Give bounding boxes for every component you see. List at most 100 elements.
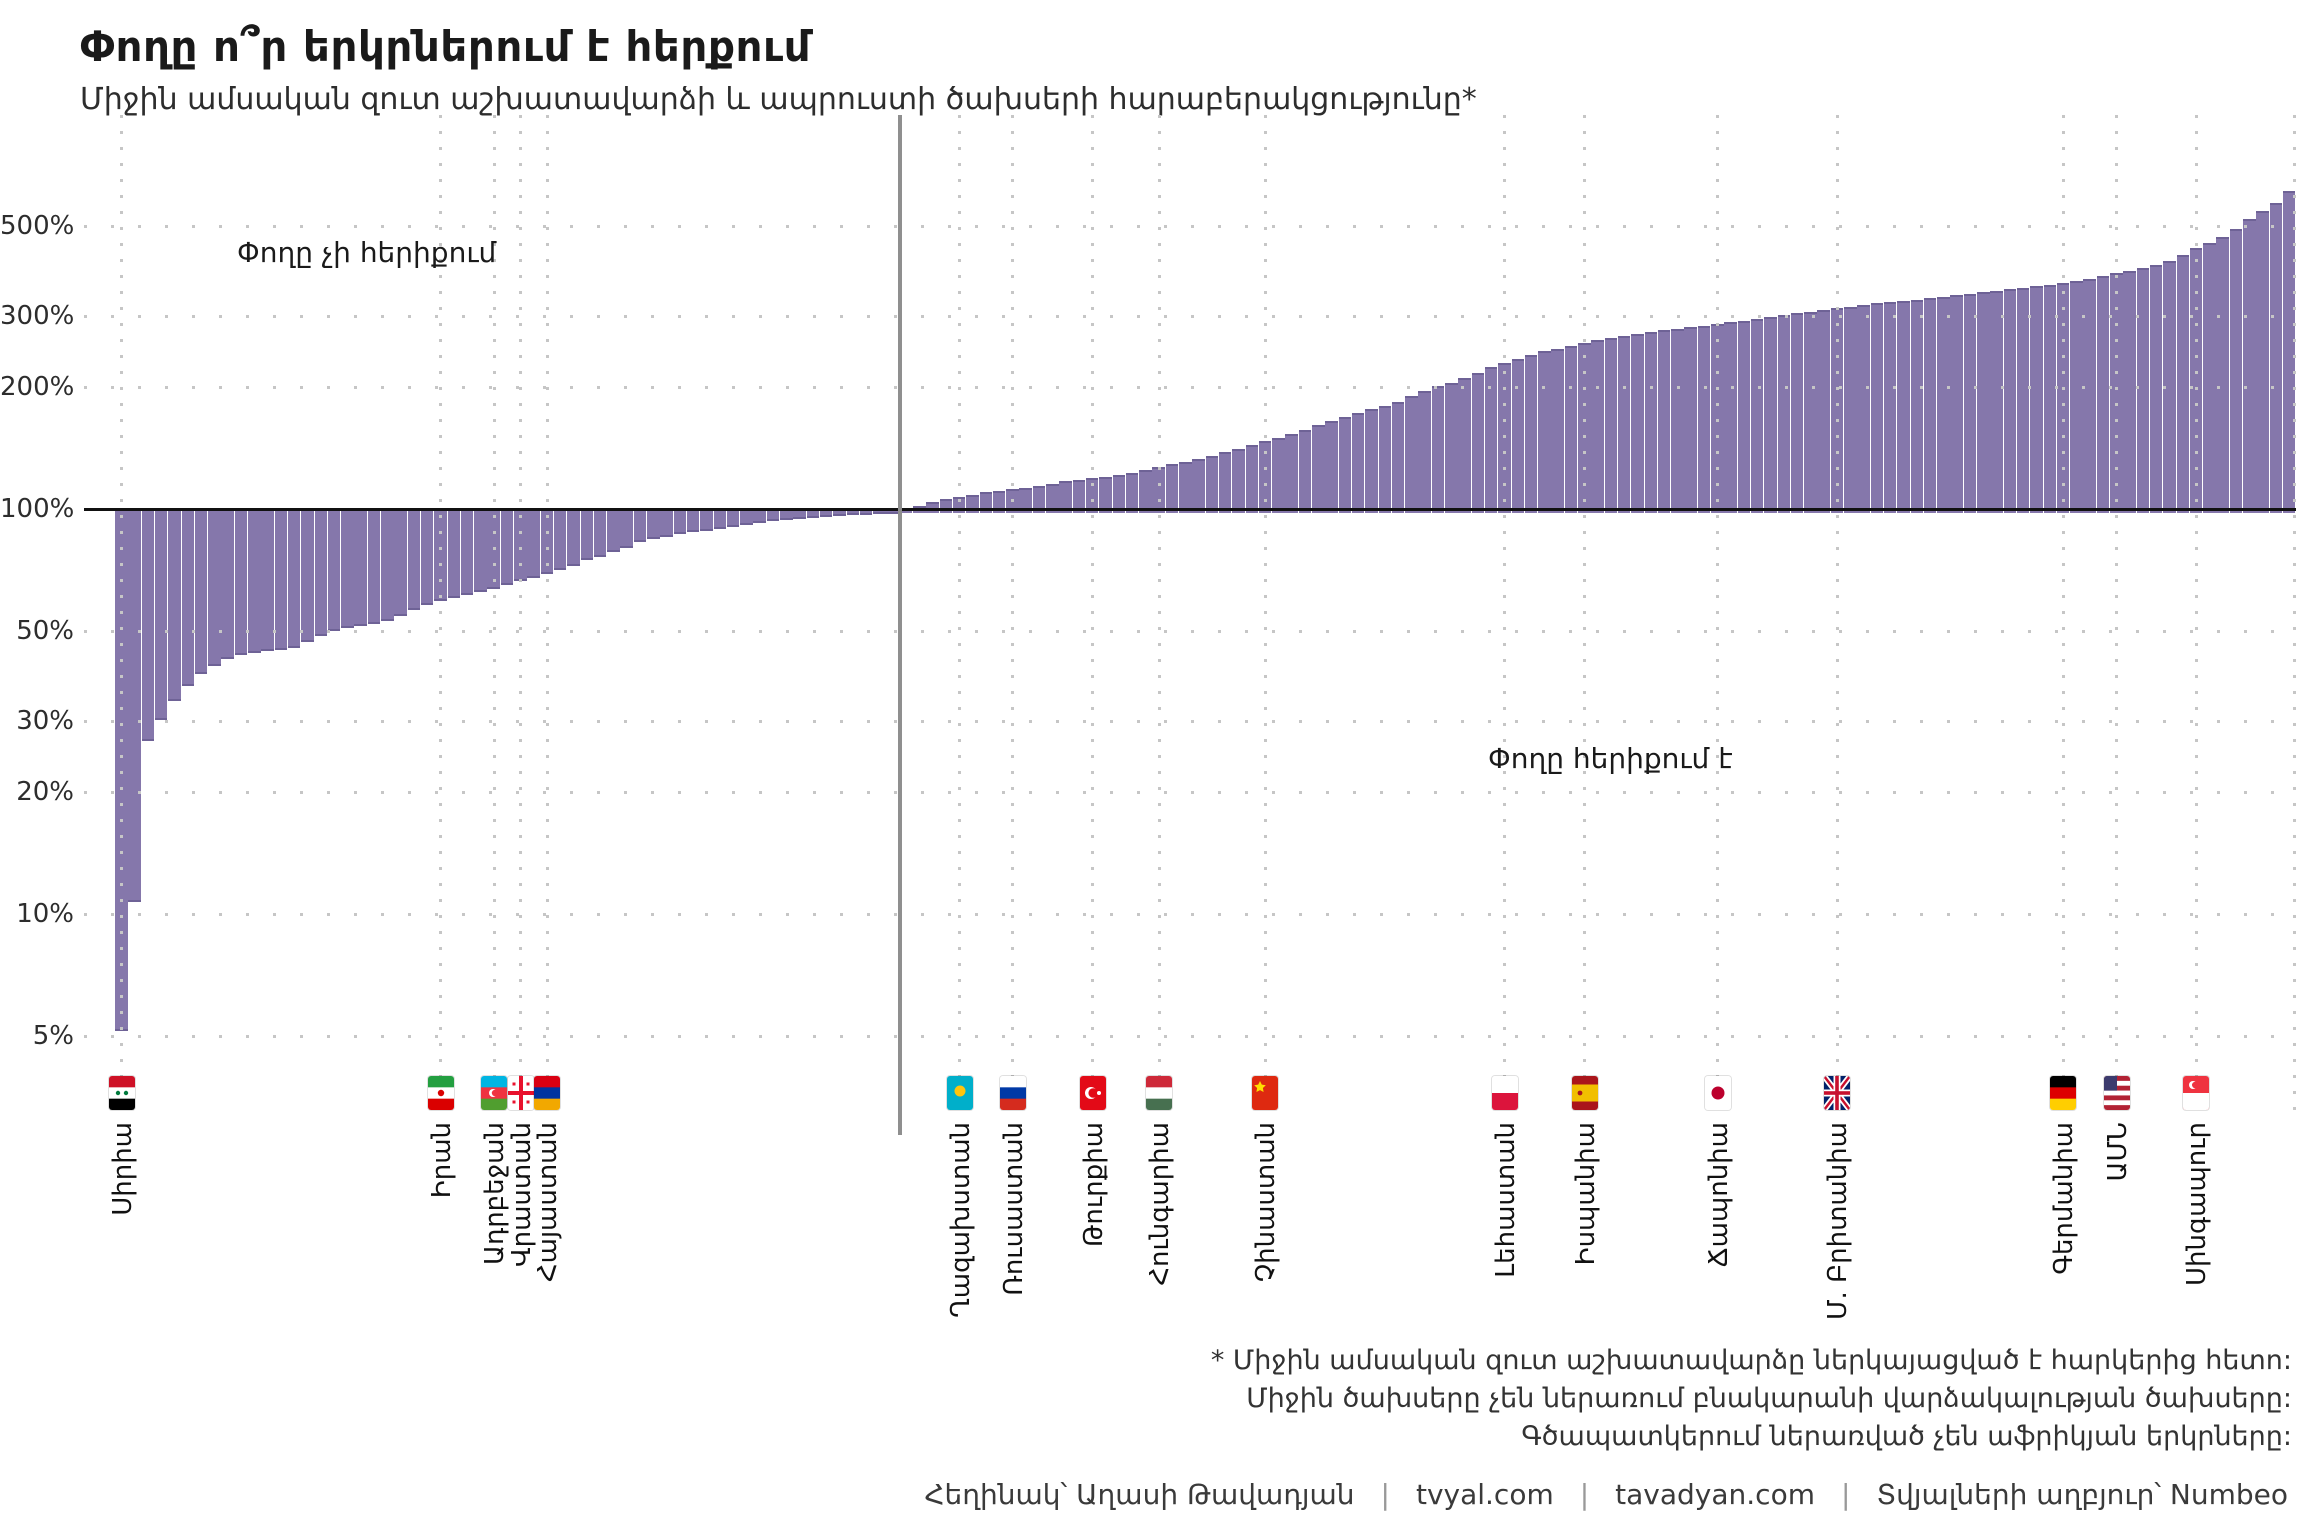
annotation-money-enough: Փողը հերիքում է [1488,742,1733,775]
bar [753,511,766,523]
bar [1431,386,1445,513]
bar [2136,267,2150,513]
gridline-v-georgia [519,115,523,1118]
flag-usa-icon [2103,1076,2130,1110]
country-label: Սինգապուր [2182,1122,2213,1286]
bar [633,511,647,542]
bar [1245,444,1258,513]
gridline-h-300 [84,314,2296,318]
bar [846,511,859,516]
bar [1684,327,1697,513]
flag-turkey-icon [1079,1076,1106,1110]
bar [141,511,155,742]
footnote: * Միջին ամսական զուտ աշխատավարձը ներկայա… [1211,1342,2292,1456]
country-label-box: Թուրքիա [1079,1122,1109,1382]
credits-data-source: Տվյալների աղբյուր՝ Numbeo [1876,1478,2288,1511]
y-tick-100: 100% [0,494,75,524]
bar [1604,337,1618,513]
bar [1125,472,1139,513]
bar [2282,190,2296,513]
flag-japan-icon [1704,1076,1731,1110]
bar [1484,367,1498,513]
bar [394,511,407,617]
bar [1285,433,1298,513]
bar [2123,270,2136,513]
country-label: ԱՄՆ [2102,1122,2133,1182]
bar [673,511,687,535]
bar [1046,483,1059,513]
flag-poland-icon [1491,1076,1518,1110]
bar [1139,469,1152,513]
bar [1072,479,1086,513]
bar [208,511,221,666]
bar [2243,219,2256,513]
bar [2203,242,2216,513]
country-label: Սիրիա [107,1122,138,1216]
country-label-box: Ղազախստան [946,1122,976,1382]
bar [713,511,726,529]
country-label-box: Իրան [426,1122,457,1382]
bar [128,511,141,903]
gridline-h-5 [84,1034,2296,1038]
country-label: Ճապոնիա [1703,1122,1734,1268]
bar [873,511,886,514]
bar [1790,313,1804,513]
bar [1870,303,1884,513]
bar [407,511,421,610]
bar [1418,390,1431,513]
bar [2016,287,2030,513]
bar [580,511,593,561]
gridline-v-uk [1835,115,1839,1118]
bar [327,511,341,632]
bar [1937,296,1950,513]
bar [859,511,873,515]
bar [1272,437,1285,513]
bar [2216,236,2229,513]
bar [1764,316,1777,513]
flag-spain-icon [1571,1076,1598,1110]
bar [1405,396,1418,513]
bar [1524,355,1538,513]
bar [2070,280,2083,513]
bar [1657,329,1671,513]
bar [194,511,208,675]
bar [1325,420,1338,513]
gridline-v-russia [1011,115,1015,1118]
bar [2043,284,2056,513]
bar [381,511,394,622]
gridline-h-10 [84,913,2296,916]
gridline-v-china [1263,115,1267,1118]
gridline-v-iran [439,115,443,1118]
country-label: Մ. Բրիտանիա [1823,1122,1854,1321]
y-tick-200: 200% [0,372,75,403]
y-tick-500: 500% [0,210,75,241]
flag-azerbaijan-icon [481,1076,508,1110]
bar [1857,304,1870,513]
y-tick-30: 30% [16,705,74,736]
footnote-line: * Միջին ամսական զուտ աշխատավարձը ներկայա… [1210,1345,2292,1376]
credits-separator: | [1380,1478,1390,1511]
bar [607,511,620,553]
bar [420,511,434,606]
country-label-box: Լեհաստան [1491,1122,1521,1382]
flag-germany-icon [2050,1076,2077,1110]
bar [1897,300,1910,513]
bar [1817,309,1830,513]
country-label-box: Իսպանիա [1571,1122,1601,1382]
gridline-h-20 [84,791,2296,795]
gridline-h-30 [84,719,2296,723]
bar [367,511,381,625]
bar [819,511,833,518]
credits-author: Հեղինակ՝ Աղասի Թավադյան [924,1478,1355,1511]
bar [1205,455,1219,513]
bar [1112,475,1125,513]
bar [886,511,899,514]
bar [1591,340,1604,513]
bar [766,511,780,521]
country-label: Իրան [426,1122,457,1199]
country-label-box: Ռուսաստան [999,1122,1029,1382]
bar [447,511,460,598]
country-label-box: Հունգարիա [1145,1122,1175,1382]
gridline-v-spain [1583,115,1587,1118]
